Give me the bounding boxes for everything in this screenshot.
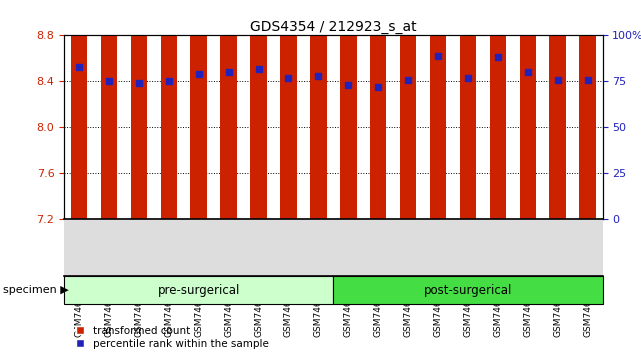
Text: pre-surgerical: pre-surgerical bbox=[158, 284, 240, 297]
Bar bbox=[131, 0, 147, 219]
Bar bbox=[250, 0, 267, 219]
Bar bbox=[519, 0, 536, 219]
Legend: transformed count, percentile rank within the sample: transformed count, percentile rank withi… bbox=[69, 326, 269, 349]
Bar bbox=[280, 0, 297, 219]
Bar bbox=[160, 0, 177, 219]
Bar bbox=[64, 276, 333, 304]
Bar bbox=[490, 0, 506, 219]
Bar bbox=[340, 0, 356, 219]
Bar bbox=[71, 0, 87, 219]
Bar bbox=[549, 0, 566, 219]
Bar bbox=[400, 0, 417, 219]
Bar bbox=[370, 0, 387, 219]
Title: GDS4354 / 212923_s_at: GDS4354 / 212923_s_at bbox=[250, 21, 417, 34]
Bar bbox=[310, 0, 326, 219]
Text: specimen ▶: specimen ▶ bbox=[3, 285, 69, 295]
Text: post-surgerical: post-surgerical bbox=[424, 284, 512, 297]
Bar bbox=[221, 0, 237, 219]
Bar bbox=[190, 0, 207, 219]
Bar bbox=[333, 276, 603, 304]
Bar bbox=[101, 0, 117, 219]
Bar bbox=[429, 0, 446, 219]
Bar bbox=[460, 0, 476, 219]
Bar bbox=[579, 0, 596, 219]
